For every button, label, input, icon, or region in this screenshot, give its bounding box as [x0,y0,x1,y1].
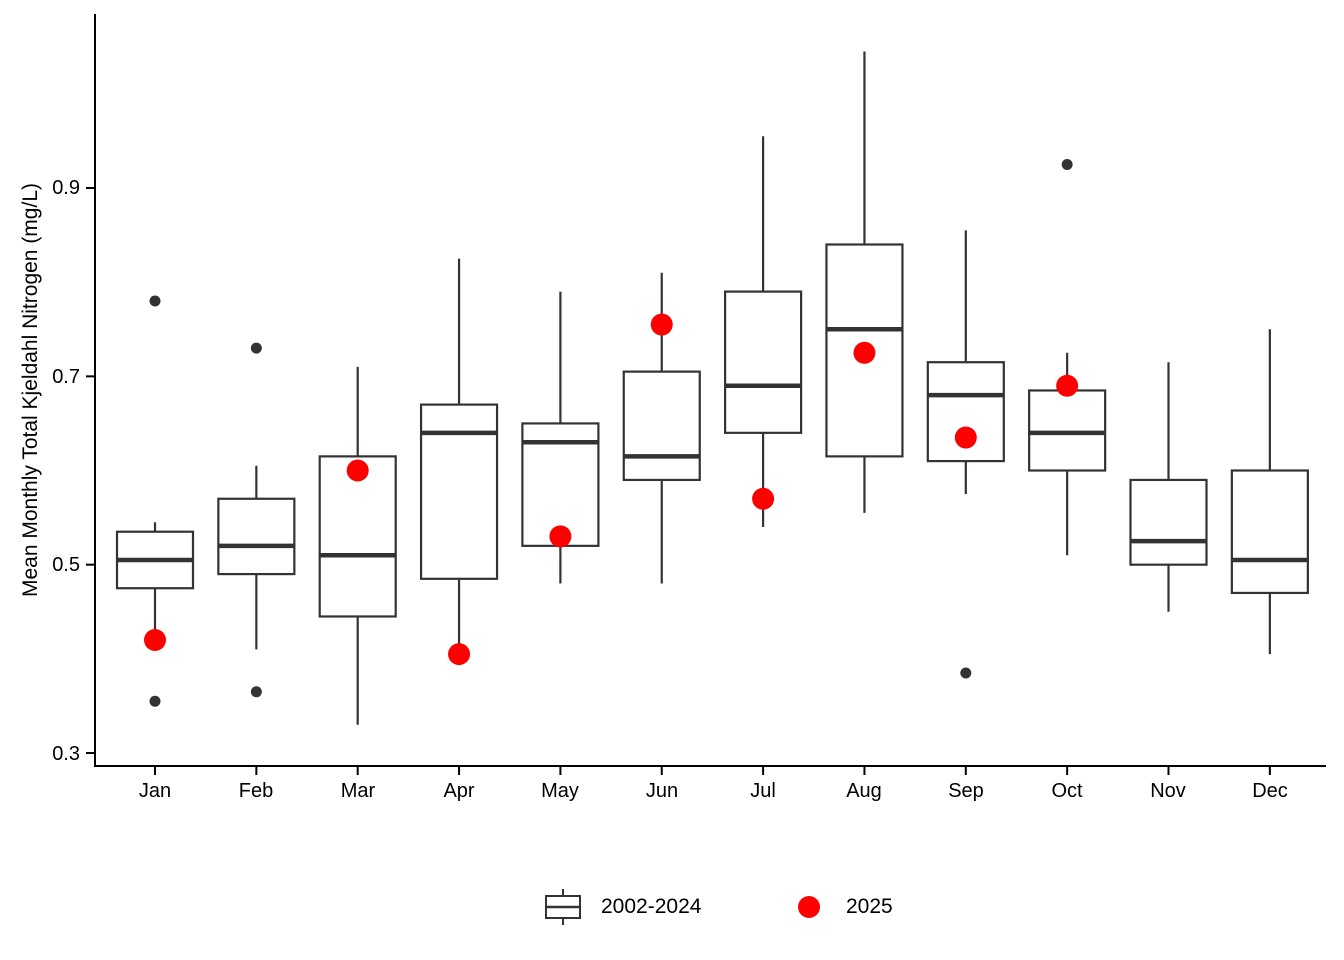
point-2025-oct [1056,374,1079,397]
x-tick-label: Oct [1051,780,1083,802]
x-tick-label: Aug [846,780,882,802]
legend-label-2025: 2025 [846,895,893,918]
outlier-point-feb [250,342,262,354]
point-2025-mar [346,459,369,482]
x-tick-label: Apr [443,780,475,802]
outlier-point-sep [960,667,972,679]
x-tick-label: May [541,780,579,802]
y-axis-title: Mean Monthly Total Kjeldahl Nitrogen (mg… [19,183,42,597]
box-dec [1230,469,1309,595]
y-tick-label: 0.3 [52,743,80,765]
box-jun [622,370,701,482]
point-2025-jan [144,629,166,652]
point-2025-jun [650,313,673,336]
outlier-point-jan [149,695,161,707]
box-jul [723,290,803,434]
x-tick-label: Jun [645,780,679,802]
box-feb [217,497,296,576]
box-oct [1028,389,1107,472]
point-2025-sep [954,426,977,449]
point-2025-jul [752,487,775,510]
point-2025-aug [853,341,876,364]
outlier-point-feb [250,686,262,698]
x-tick-label: Mar [340,780,376,802]
x-tick-label: Sep [948,780,984,802]
x-tick-label: Jan [138,780,172,802]
outlier-point-oct [1061,158,1073,170]
x-tick-label: Feb [238,780,274,802]
y-tick-label: 0.5 [52,554,80,576]
x-tick-label: Jul [750,780,776,802]
box-nov [1129,478,1208,566]
point-2025-apr [448,643,471,666]
x-tick-label: Dec [1252,780,1288,802]
y-tick-label: 0.9 [52,177,80,199]
y-tick-label: 0.7 [52,366,80,388]
box-mar [318,455,397,618]
outlier-point-jan [149,295,161,307]
legend-label-2002-2024: 2002-2024 [601,895,702,918]
legend-point-glyph [798,896,820,918]
point-2025-may [549,525,572,548]
x-tick-label: Nov [1150,780,1186,802]
